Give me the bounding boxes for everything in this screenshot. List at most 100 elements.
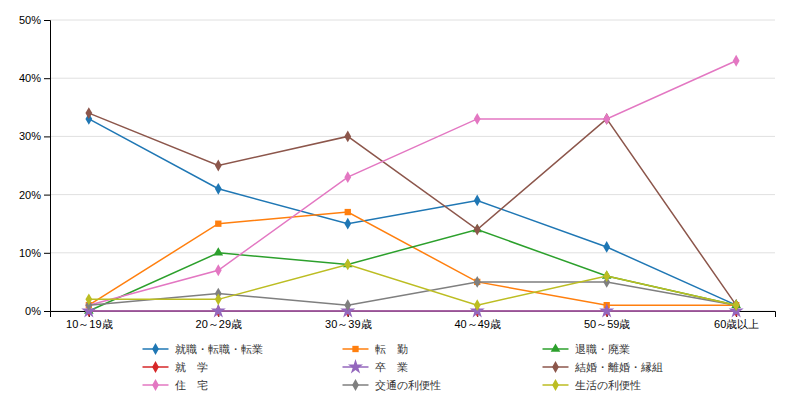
tick-label: 40% bbox=[19, 72, 41, 84]
chart: 0%10%20%30%40%50%10～19歳20～29歳30～39歳40～49… bbox=[0, 0, 800, 415]
point bbox=[344, 131, 351, 143]
line bbox=[89, 264, 736, 305]
series bbox=[86, 209, 740, 308]
legend-marker bbox=[152, 343, 159, 355]
legend-marker bbox=[551, 343, 561, 351]
tick-label: 30～39歳 bbox=[325, 318, 371, 330]
legend-item: 就職・転職・転業 bbox=[143, 343, 263, 356]
line bbox=[89, 113, 736, 305]
line bbox=[89, 230, 736, 311]
legend-marker bbox=[552, 361, 559, 373]
grid bbox=[50, 20, 775, 311]
point bbox=[733, 55, 740, 67]
grid-line bbox=[50, 311, 775, 312]
line bbox=[89, 212, 736, 305]
tick-mark bbox=[44, 20, 50, 21]
legend-item: 生活の利便性 bbox=[543, 379, 641, 392]
legend-label: 卒 業 bbox=[375, 361, 408, 374]
point bbox=[603, 270, 610, 282]
legend-marker bbox=[348, 359, 363, 373]
tick-label: 60歳以上 bbox=[714, 318, 759, 330]
point bbox=[733, 299, 740, 311]
series bbox=[84, 224, 741, 314]
point bbox=[474, 113, 481, 125]
legend-marker bbox=[152, 361, 159, 373]
tick-label: 0% bbox=[25, 305, 41, 317]
legend-label: 住 宅 bbox=[175, 379, 208, 392]
grid-line bbox=[50, 20, 775, 21]
grid-line bbox=[50, 78, 775, 79]
grid-line bbox=[50, 252, 775, 253]
tick-label: 50～59歳 bbox=[584, 318, 630, 330]
series bbox=[85, 113, 739, 311]
tick: 50% bbox=[19, 14, 50, 26]
tick-mark bbox=[44, 78, 50, 79]
tick: 20% bbox=[19, 189, 50, 201]
legend: 就職・転職・転業 転 勤 退職・廃業就 学 卒 業 結婚・離婚・縁組住 宅 交通の利便性 生… bbox=[143, 343, 663, 392]
point bbox=[85, 293, 92, 305]
point bbox=[215, 160, 222, 172]
legend-label: 就 学 bbox=[175, 361, 208, 374]
tick-label: 10～19歳 bbox=[66, 318, 112, 330]
legend-label: 生活の利便性 bbox=[575, 379, 641, 392]
tick: 30% bbox=[19, 130, 50, 142]
point bbox=[474, 224, 481, 236]
legend-item: 交通の利便性 bbox=[343, 379, 441, 392]
axis-line bbox=[51, 312, 776, 318]
legend-item: 就 学 bbox=[143, 361, 208, 374]
point bbox=[474, 276, 481, 288]
legend-item: 転 勤 bbox=[343, 343, 408, 356]
line bbox=[89, 310, 736, 312]
point bbox=[474, 195, 481, 207]
line bbox=[89, 61, 736, 305]
point bbox=[85, 107, 92, 119]
series bbox=[85, 276, 739, 311]
tick-mark bbox=[44, 311, 50, 312]
legend-label: 退職・廃業 bbox=[575, 343, 630, 356]
line bbox=[89, 119, 736, 305]
legend-marker bbox=[352, 379, 359, 391]
tick-label: 30% bbox=[19, 130, 41, 142]
legend-label: 転 勤 bbox=[375, 343, 408, 356]
point bbox=[345, 209, 351, 215]
tick: 40% bbox=[19, 72, 50, 84]
point bbox=[344, 171, 351, 183]
legend-item: 卒 業 bbox=[343, 359, 408, 374]
series bbox=[81, 303, 743, 317]
tick-label: 10% bbox=[19, 247, 41, 259]
point bbox=[213, 247, 223, 255]
axis-line bbox=[44, 21, 51, 312]
x-axis: 10～19歳20～29歳30～39歳40～49歳50～59歳60歳以上 bbox=[51, 311, 776, 330]
point bbox=[474, 299, 481, 311]
series bbox=[85, 107, 739, 311]
marks bbox=[81, 55, 743, 318]
plot: 0%10%20%30%40%50%10～19歳20～29歳30～39歳40～49… bbox=[19, 14, 776, 330]
point bbox=[733, 299, 740, 311]
point bbox=[603, 113, 610, 125]
legend-marker bbox=[352, 346, 358, 352]
series bbox=[85, 305, 739, 317]
legend-marker bbox=[152, 379, 159, 391]
tick-label: 50% bbox=[19, 14, 41, 26]
legend-marker bbox=[552, 379, 559, 391]
point bbox=[344, 259, 351, 271]
point bbox=[344, 218, 351, 230]
tick-mark bbox=[44, 136, 50, 137]
legend-item: 住 宅 bbox=[143, 379, 208, 392]
point bbox=[215, 221, 221, 227]
point bbox=[603, 241, 610, 253]
point bbox=[599, 303, 614, 317]
series bbox=[85, 55, 739, 311]
tick-mark bbox=[44, 253, 50, 254]
legend-item: 結婚・離婚・縁組 bbox=[543, 361, 663, 374]
series bbox=[85, 259, 739, 312]
grid-line bbox=[50, 136, 775, 137]
legend-item: 退職・廃業 bbox=[543, 343, 630, 356]
point bbox=[344, 299, 351, 311]
point bbox=[215, 293, 222, 305]
tick-mark bbox=[44, 195, 50, 196]
legend-label: 結婚・離婚・縁組 bbox=[574, 361, 663, 374]
legend-label: 交通の利便性 bbox=[375, 379, 441, 392]
tick: 10% bbox=[19, 247, 50, 259]
tick-label: 20～29歳 bbox=[196, 318, 242, 330]
